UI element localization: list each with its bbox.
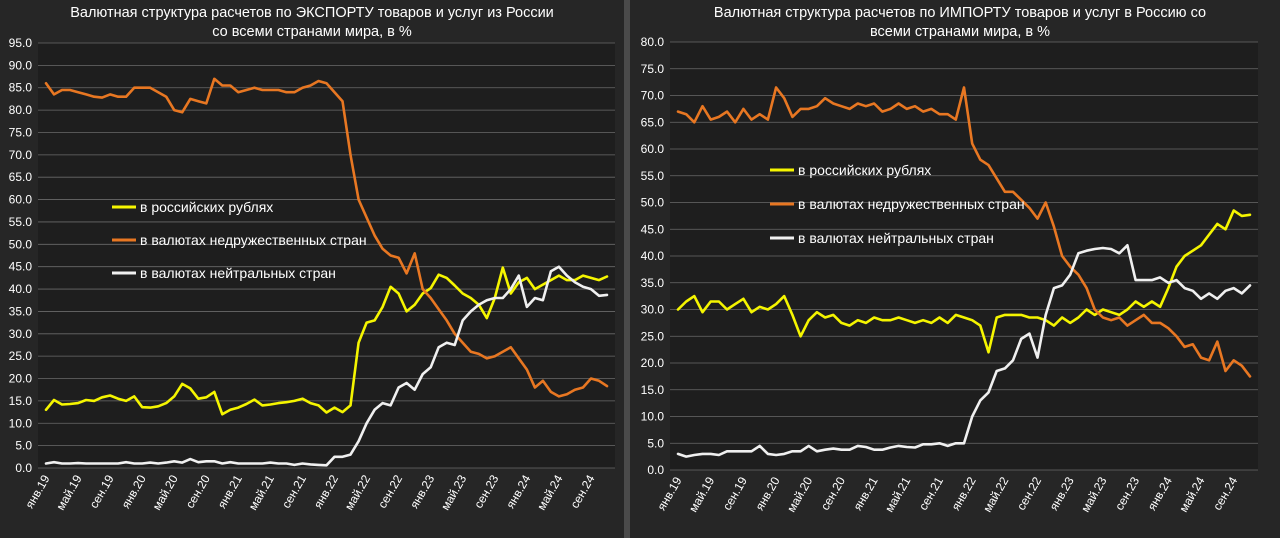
y-tick-label: 0.0 [647, 463, 664, 477]
x-tick-label: сен.21 [916, 474, 946, 512]
y-tick-label: 50.0 [9, 237, 33, 251]
x-tick-label: май.24 [1176, 474, 1207, 514]
chart-subtitle: со всеми странами мира, в % [212, 24, 412, 40]
y-tick-label: 25.0 [9, 349, 33, 363]
x-tick-label: сен.20 [818, 474, 848, 512]
series-line-2 [676, 244, 1252, 458]
y-tick-label: 95.0 [9, 36, 33, 50]
y-tick-label: 55.0 [641, 169, 665, 183]
y-tick-label: 20.0 [9, 372, 33, 386]
import-chart: Валютная структура расчетов по ИМПОРТУ т… [641, 5, 1258, 515]
x-tick-label: май.21 [246, 472, 277, 512]
x-tick-label: янв.20 [752, 474, 782, 513]
y-tick-label: 45.0 [9, 260, 33, 274]
y-tick-label: 45.0 [641, 222, 665, 236]
y-tick-label: 15.0 [641, 383, 665, 397]
y-tick-label: 30.0 [9, 327, 33, 341]
y-tick-label: 70.0 [641, 89, 665, 103]
legend-label: в российских рублях [140, 199, 273, 215]
x-tick-label: май.19 [53, 472, 84, 512]
y-tick-label: 80.0 [9, 103, 33, 117]
y-tick-label: 40.0 [9, 282, 33, 296]
x-tick-label: сен.22 [375, 472, 405, 510]
y-tick-label: 5.0 [15, 439, 32, 453]
x-tick-label: май.22 [342, 472, 373, 512]
y-tick-label: 75.0 [9, 125, 33, 139]
x-tick-label: янв.24 [1145, 474, 1175, 513]
y-tick-label: 90.0 [9, 58, 33, 72]
x-tick-label: сен.23 [471, 472, 501, 510]
series-line-2 [44, 265, 609, 467]
x-tick-label: май.23 [1078, 474, 1109, 514]
y-tick-label: 50.0 [641, 196, 665, 210]
x-tick-label: янв.23 [407, 472, 437, 511]
x-tick-label: май.20 [150, 472, 181, 512]
x-tick-label: май.22 [980, 474, 1011, 514]
y-tick-label: 65.0 [9, 170, 33, 184]
y-tick-label: 30.0 [641, 303, 665, 317]
x-tick-label: янв.19 [22, 472, 52, 511]
legend-label: в валютах нейтральных стран [140, 265, 336, 281]
x-tick-label: сен.19 [720, 474, 750, 512]
x-tick-label: май.23 [438, 472, 469, 512]
y-tick-label: 20.0 [641, 356, 665, 370]
x-tick-label: янв.21 [215, 472, 245, 511]
y-tick-label: 55.0 [9, 215, 33, 229]
y-tick-label: 5.0 [647, 436, 664, 450]
y-tick-label: 25.0 [641, 329, 665, 343]
y-tick-label: 70.0 [9, 148, 33, 162]
x-tick-label: янв.24 [503, 472, 533, 511]
y-tick-label: 60.0 [9, 193, 33, 207]
y-tick-label: 40.0 [641, 249, 665, 263]
legend-label: в российских рублях [798, 162, 931, 178]
export-chart-panel: Валютная структура расчетов по ЭКСПОРТУ … [0, 0, 624, 538]
legend-label: в валютах недружественных стран [140, 232, 367, 248]
legend-label: в валютах нейтральных стран [798, 230, 994, 246]
x-tick-label: янв.19 [654, 474, 684, 513]
y-tick-label: 15.0 [9, 394, 33, 408]
series-line-1 [676, 86, 1252, 378]
y-tick-label: 85.0 [9, 81, 33, 95]
x-tick-label: сен.24 [1210, 474, 1240, 512]
y-tick-label: 0.0 [15, 461, 32, 475]
y-tick-label: 65.0 [641, 115, 665, 129]
chart-subtitle: всеми странами мира, в % [870, 24, 1050, 40]
x-tick-label: сен.24 [567, 472, 597, 510]
x-tick-label: сен.19 [87, 472, 117, 510]
x-tick-label: янв.21 [850, 474, 880, 513]
series-line-1 [44, 77, 609, 398]
y-tick-label: 35.0 [641, 276, 665, 290]
x-tick-label: май.20 [784, 474, 815, 514]
y-tick-label: 60.0 [641, 142, 665, 156]
x-tick-label: янв.22 [949, 474, 979, 513]
import-chart-panel: Валютная структура расчетов по ИМПОРТУ т… [630, 0, 1280, 538]
x-tick-label: сен.22 [1014, 474, 1044, 512]
x-tick-label: янв.23 [1047, 474, 1077, 513]
x-tick-label: май.21 [882, 474, 913, 514]
plot-area [38, 43, 615, 468]
y-tick-label: 80.0 [641, 35, 665, 49]
series-line-0 [676, 209, 1252, 354]
x-tick-label: май.24 [534, 472, 565, 512]
panel-divider [624, 0, 630, 538]
series-line-0 [44, 266, 609, 416]
chart-title: Валютная структура расчетов по ЭКСПОРТУ … [70, 5, 554, 21]
x-tick-label: сен.21 [279, 472, 309, 510]
y-tick-label: 10.0 [641, 410, 665, 424]
x-tick-label: сен.23 [1112, 474, 1142, 512]
export-chart: Валютная структура расчетов по ЭКСПОРТУ … [9, 5, 615, 513]
x-tick-label: янв.22 [311, 472, 341, 511]
y-tick-label: 35.0 [9, 304, 33, 318]
y-tick-label: 10.0 [9, 416, 33, 430]
x-tick-label: май.19 [686, 474, 717, 514]
x-tick-label: янв.20 [119, 472, 149, 511]
x-tick-label: сен.20 [183, 472, 213, 510]
chart-title: Валютная структура расчетов по ИМПОРТУ т… [714, 5, 1206, 21]
legend-label: в валютах недружественных стран [798, 196, 1025, 212]
y-tick-label: 75.0 [641, 62, 665, 76]
